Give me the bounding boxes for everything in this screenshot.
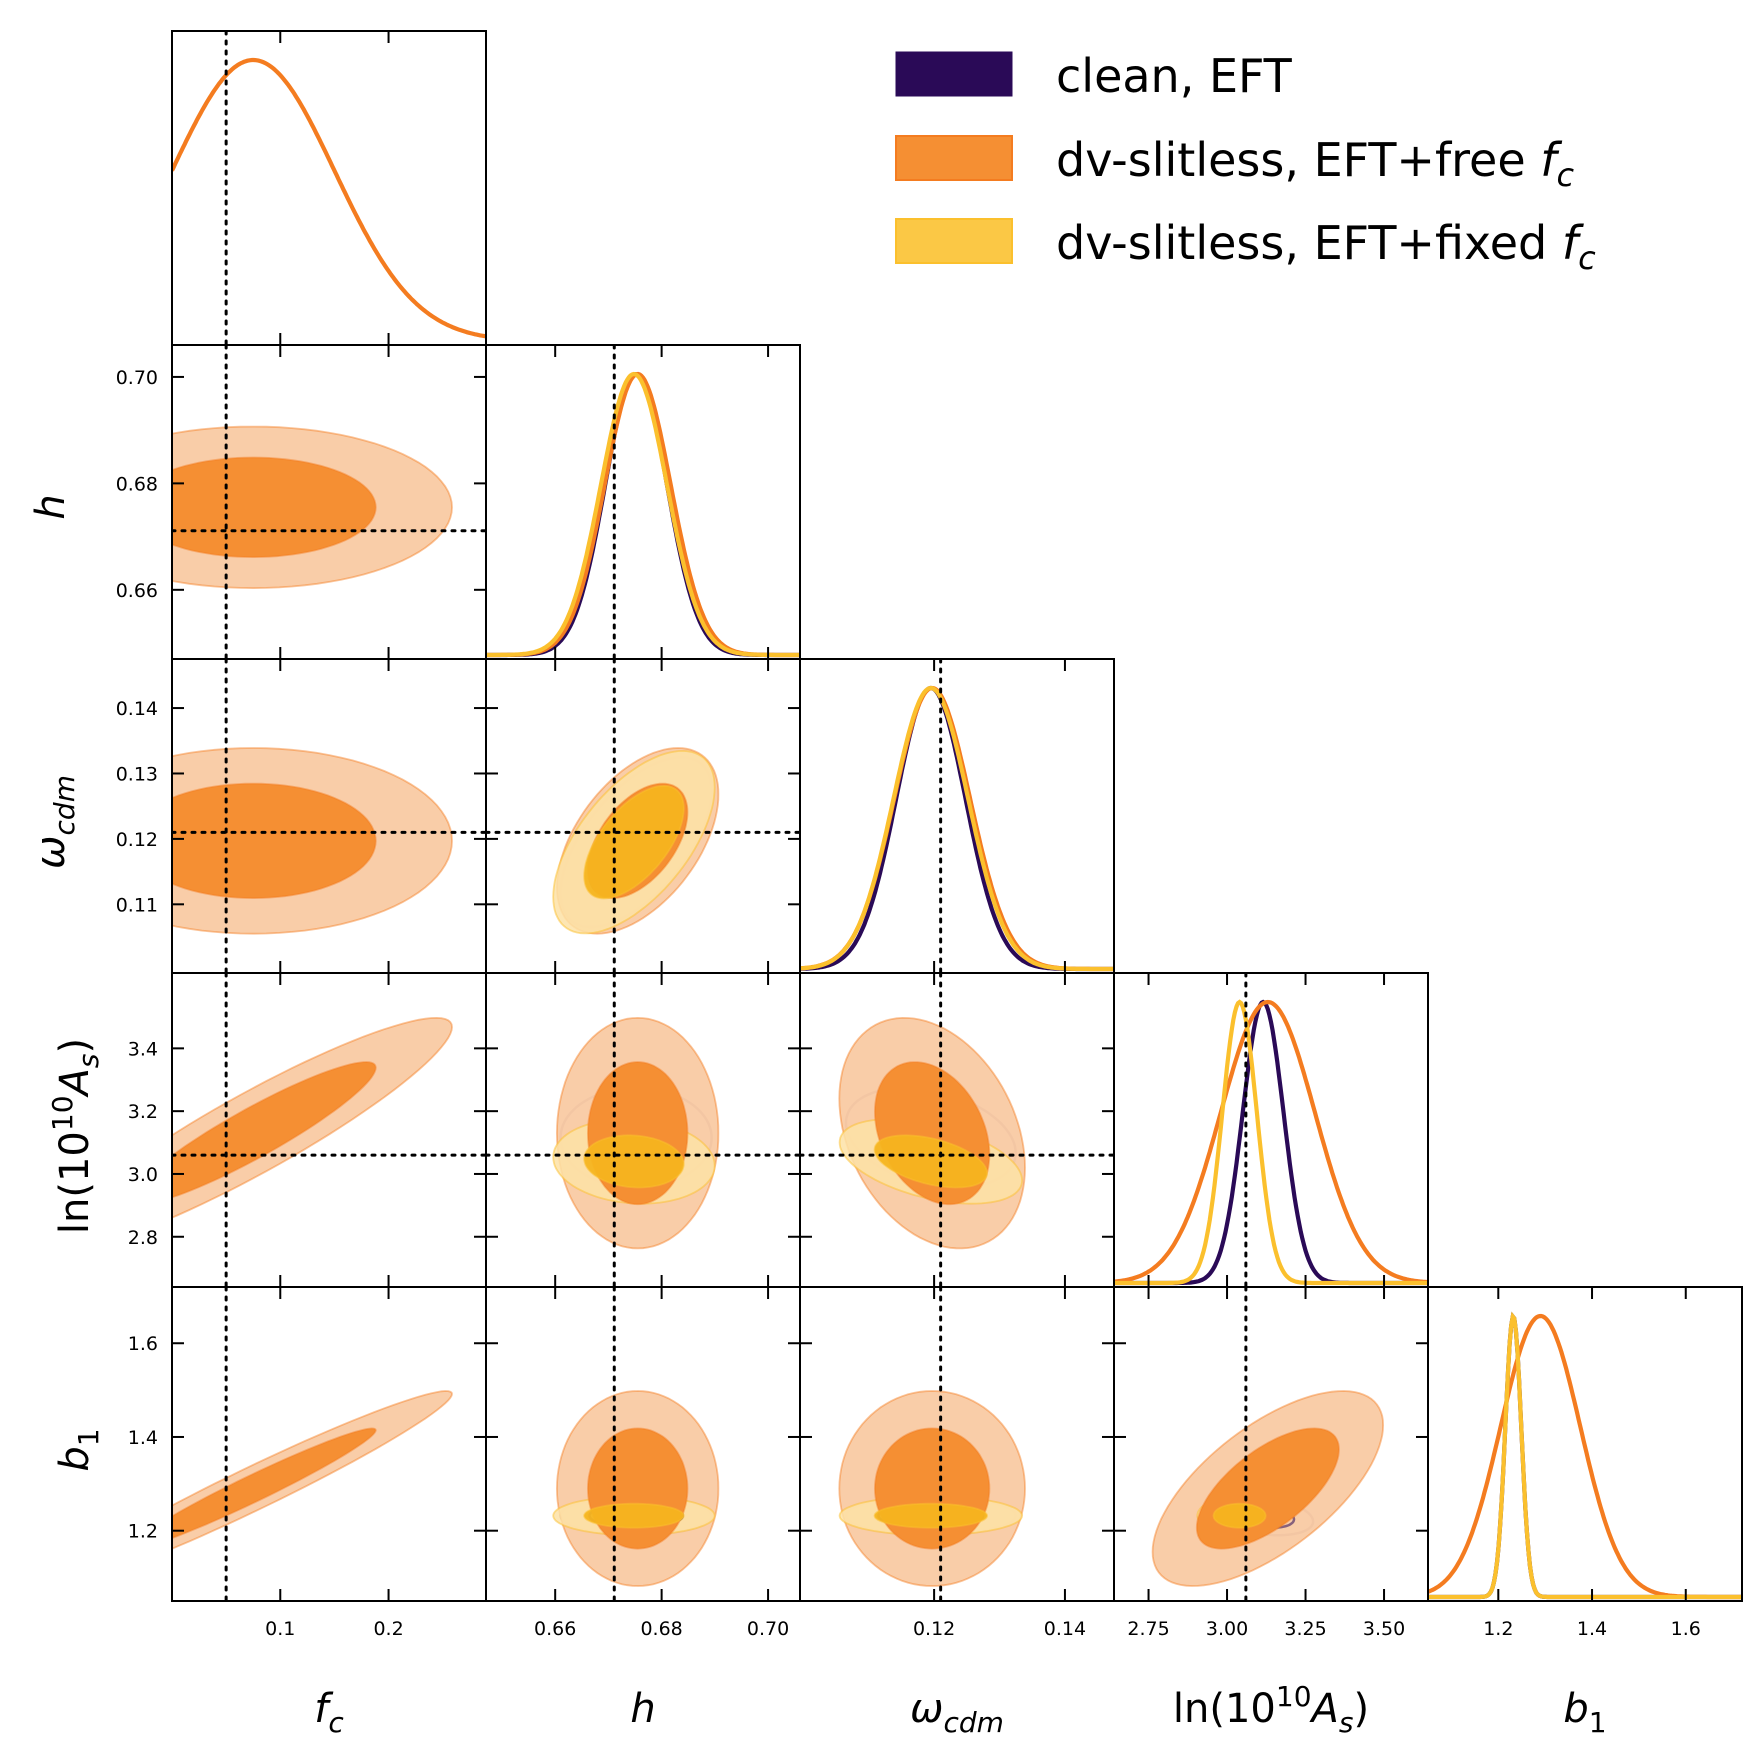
y-tick-label-ln-10-10-a-s: 2.8	[128, 1227, 158, 1249]
contour-68-dv-slitless-eft-fixed-f-c	[583, 784, 685, 900]
panel-h-vs-h	[486, 345, 800, 659]
panel-b-1-vs-h	[552, 1287, 720, 1601]
y-tick-label-ln-10-10-a-s: 3.4	[128, 1038, 158, 1060]
panel-ln-10-10-a-s-vs-h	[486, 973, 800, 1287]
x-label-h: h	[630, 1686, 655, 1732]
panel-b-1-vs-ln-10-10-a-s	[1151, 1287, 1385, 1601]
x-tick-label-ln-10-10-a-s: 3.00	[1206, 1618, 1248, 1640]
panel-f-c-vs-f-c	[172, 31, 486, 345]
panels	[171, 30, 1743, 1602]
x-tick-label-h: 0.66	[534, 1618, 576, 1640]
x-label-as: ln(1010As)	[1173, 1680, 1369, 1739]
legend-label-fixed: dv-slitless, EFT+fixed fc	[1056, 216, 1596, 277]
y-label-as: ln(1010As)	[46, 1038, 105, 1234]
contour-68-dv-slitless-eft-free-f-c	[172, 782, 377, 900]
panel-ln-10-10-a-s-vs-omega-cdm	[800, 973, 1114, 1287]
panel-frame	[1427, 1286, 1743, 1602]
contour-68-dv-slitless-eft-fixed-f-c	[873, 1134, 989, 1189]
y-tick-label-h: 0.68	[116, 473, 158, 495]
y-tick-label-h: 0.70	[116, 367, 158, 389]
panel-omega-cdm-vs-f-c	[172, 659, 486, 973]
contour-68-dv-slitless-eft-fixed-f-c	[583, 1502, 685, 1529]
x-tick-label-omega-cdm: 0.14	[1044, 1618, 1086, 1640]
x-tick-label-ln-10-10-a-s: 3.25	[1284, 1618, 1326, 1640]
marginal-h-dv-slitless-eft-fixed-f-c	[486, 371, 800, 658]
marginal-ln-10-10-a-s-dv-slitless-eft-fixed-f-c	[1114, 999, 1428, 1286]
x-label-omega: ωcdm	[910, 1686, 1004, 1739]
panel-b-1-vs-b-1	[1428, 1311, 1742, 1600]
legend-swatch-clean	[895, 51, 1013, 97]
y-label-b1: b1	[52, 1428, 105, 1471]
x-tick-label-omega-cdm: 0.12	[913, 1618, 955, 1640]
y-tick-label-omega-cdm: 0.13	[116, 763, 158, 785]
marginal-ln-10-10-a-s-dv-slitless-eft-free-f-c	[1114, 999, 1428, 1285]
x-tick-label-b-1: 1.6	[1671, 1618, 1701, 1640]
y-tick-label-h: 0.66	[116, 580, 158, 602]
contour-68-dv-slitless-eft-free-f-c	[172, 1061, 377, 1199]
marginal-b-1-dv-slitless-eft-fixed-f-c	[1428, 1311, 1742, 1600]
panel-h-vs-f-c	[172, 345, 486, 659]
x-tick-label-b-1: 1.2	[1483, 1618, 1513, 1640]
panel-omega-cdm-vs-omega-cdm	[800, 659, 1114, 973]
y-axis-labels: h ωcdm ln(1010As) b1	[28, 494, 105, 1471]
x-axis-labels: fc h ωcdm ln(1010As) b1	[314, 1680, 1606, 1739]
marginal-f-c-dv-slitless-eft-free-f-c	[172, 57, 486, 339]
contour-68-dv-slitless-eft-fixed-f-c	[583, 1134, 685, 1189]
legend-label-free: dv-slitless, EFT+free fc	[1056, 133, 1574, 194]
y-tick-label-ln-10-10-a-s: 3.0	[128, 1164, 158, 1186]
tick-labels: 0.1 0.2 0.66 0.68 0.70 0.12 0.14 2.75 3.00 3.25 3.…	[116, 367, 1701, 1640]
y-tick-label-b-1: 1.4	[128, 1427, 158, 1449]
panel-omega-cdm-vs-h	[486, 659, 800, 973]
legend-swatch-fixed	[895, 218, 1013, 264]
panel-b-1-vs-omega-cdm	[838, 1287, 1026, 1601]
y-tick-label-omega-cdm: 0.11	[116, 894, 158, 916]
y-tick-label-b-1: 1.2	[128, 1521, 158, 1543]
x-tick-label-h: 0.70	[747, 1618, 789, 1640]
y-tick-label-ln-10-10-a-s: 3.2	[128, 1101, 158, 1123]
legend-label-clean: clean, EFT	[1056, 49, 1293, 103]
x-tick-label-f-c: 0.2	[373, 1618, 403, 1640]
x-label-b1: b1	[1563, 1686, 1606, 1739]
x-tick-label-f-c: 0.1	[265, 1618, 295, 1640]
contour-68-dv-slitless-eft-fixed-f-c	[1212, 1502, 1267, 1529]
y-label-omega: ωcdm	[28, 775, 81, 869]
panel-ln-10-10-a-s-vs-f-c	[172, 973, 486, 1287]
y-tick-label-omega-cdm: 0.14	[116, 698, 158, 720]
legend: clean, EFT dv-slitless, EFT+free fc dv-s…	[895, 49, 1596, 277]
contour-68-dv-slitless-eft-fixed-f-c	[873, 1502, 989, 1529]
panel-b-1-vs-f-c	[172, 1287, 453, 1601]
x-tick-label-b-1: 1.4	[1577, 1618, 1607, 1640]
x-tick-label-ln-10-10-a-s: 3.50	[1363, 1618, 1405, 1640]
legend-swatch-free	[895, 135, 1013, 181]
panel-ln-10-10-a-s-vs-ln-10-10-a-s	[1114, 973, 1428, 1287]
y-tick-label-omega-cdm: 0.12	[116, 829, 158, 851]
y-label-h: h	[28, 494, 74, 519]
x-tick-label-ln-10-10-a-s: 2.75	[1127, 1618, 1169, 1640]
x-tick-label-h: 0.68	[640, 1618, 682, 1640]
contour-68-dv-slitless-eft-free-f-c	[586, 1427, 689, 1550]
y-tick-label-b-1: 1.6	[128, 1333, 158, 1355]
marginal-omega-cdm-dv-slitless-eft-fixed-f-c	[800, 685, 1114, 972]
contour-68-dv-slitless-eft-free-f-c	[873, 1427, 991, 1550]
contour-68-dv-slitless-eft-free-f-c	[172, 1427, 377, 1540]
